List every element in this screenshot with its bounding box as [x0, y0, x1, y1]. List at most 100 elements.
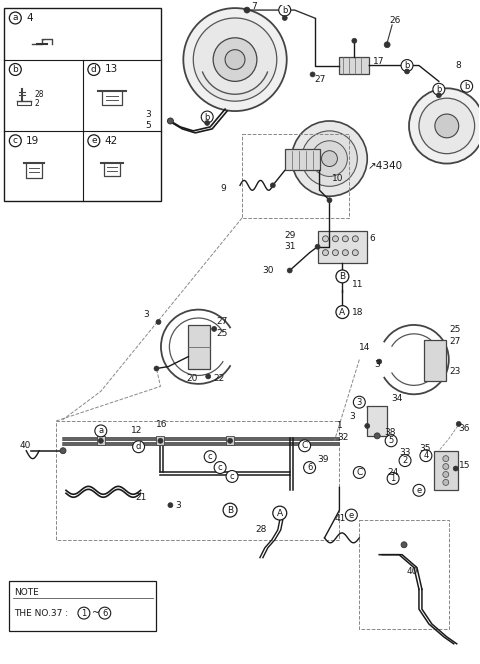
- Text: 33: 33: [399, 448, 410, 457]
- Circle shape: [95, 425, 107, 437]
- Circle shape: [443, 471, 449, 477]
- Circle shape: [273, 506, 287, 520]
- Bar: [226, 436, 234, 445]
- Circle shape: [336, 305, 349, 319]
- Circle shape: [409, 88, 480, 163]
- Circle shape: [353, 396, 365, 408]
- Circle shape: [98, 438, 103, 444]
- Text: 3: 3: [374, 360, 380, 369]
- Bar: [188, 325, 210, 369]
- Circle shape: [132, 441, 144, 453]
- Bar: [285, 149, 320, 171]
- Circle shape: [413, 484, 425, 496]
- Text: 2: 2: [34, 99, 39, 108]
- Circle shape: [78, 607, 90, 619]
- Text: 29: 29: [285, 231, 296, 240]
- Circle shape: [374, 433, 380, 439]
- Bar: [242, 134, 349, 218]
- Circle shape: [435, 114, 459, 138]
- Circle shape: [226, 471, 238, 482]
- Text: 6: 6: [307, 463, 312, 472]
- Text: 4: 4: [423, 451, 429, 460]
- Text: 21: 21: [136, 493, 147, 502]
- Circle shape: [346, 509, 357, 521]
- Circle shape: [156, 319, 161, 325]
- Circle shape: [322, 151, 337, 167]
- Circle shape: [204, 120, 210, 125]
- Text: 27: 27: [216, 317, 228, 327]
- Circle shape: [352, 39, 357, 43]
- Bar: [97, 436, 105, 445]
- Circle shape: [225, 50, 245, 70]
- Text: b: b: [404, 61, 410, 70]
- Text: 13: 13: [105, 64, 118, 74]
- Circle shape: [88, 135, 100, 147]
- Text: 4: 4: [26, 13, 33, 23]
- Circle shape: [206, 374, 211, 379]
- Text: 40: 40: [19, 442, 31, 450]
- Text: 16: 16: [156, 420, 167, 430]
- Text: 14: 14: [360, 343, 371, 352]
- Circle shape: [333, 236, 338, 242]
- Circle shape: [377, 359, 382, 364]
- Text: ↗4340: ↗4340: [367, 161, 402, 171]
- Text: C: C: [301, 442, 308, 450]
- Text: A: A: [339, 307, 346, 317]
- Circle shape: [420, 450, 432, 461]
- Bar: [9, 582, 156, 631]
- Circle shape: [333, 250, 338, 256]
- Circle shape: [214, 461, 226, 473]
- Circle shape: [60, 448, 66, 454]
- Circle shape: [443, 479, 449, 485]
- Circle shape: [401, 542, 407, 548]
- Text: 28: 28: [34, 90, 44, 99]
- Circle shape: [183, 8, 287, 111]
- Text: 24: 24: [387, 468, 398, 477]
- Circle shape: [9, 64, 21, 76]
- Circle shape: [212, 327, 216, 331]
- Text: 17: 17: [373, 57, 385, 66]
- Text: 27: 27: [450, 337, 461, 347]
- Text: 38: 38: [384, 428, 396, 438]
- Circle shape: [201, 111, 213, 123]
- Text: 9: 9: [220, 184, 226, 193]
- Circle shape: [282, 15, 287, 21]
- Text: c: c: [230, 472, 234, 481]
- Text: e: e: [349, 511, 354, 519]
- Circle shape: [9, 135, 21, 147]
- Text: 30: 30: [262, 266, 274, 275]
- Text: e: e: [416, 486, 421, 495]
- Circle shape: [299, 440, 311, 452]
- Circle shape: [436, 93, 441, 98]
- Circle shape: [353, 467, 365, 479]
- Circle shape: [461, 80, 473, 92]
- Text: C: C: [356, 468, 362, 477]
- Circle shape: [399, 455, 411, 467]
- Text: b: b: [282, 5, 288, 15]
- Text: 34: 34: [391, 394, 403, 403]
- Circle shape: [443, 456, 449, 461]
- Bar: [156, 436, 165, 445]
- Circle shape: [168, 118, 173, 124]
- Bar: [56, 421, 339, 540]
- Bar: [339, 56, 369, 74]
- Circle shape: [385, 435, 397, 447]
- Text: 1: 1: [391, 474, 396, 483]
- Text: 41: 41: [335, 513, 346, 523]
- Text: c: c: [218, 463, 222, 472]
- Text: a: a: [98, 426, 103, 436]
- Circle shape: [352, 236, 358, 242]
- Text: 23: 23: [450, 367, 461, 376]
- Text: 19: 19: [26, 135, 39, 146]
- Circle shape: [279, 4, 291, 16]
- Circle shape: [154, 366, 159, 371]
- Circle shape: [323, 236, 328, 242]
- Text: c: c: [13, 136, 18, 145]
- Circle shape: [287, 268, 292, 273]
- Text: d: d: [91, 65, 97, 74]
- Circle shape: [310, 72, 315, 77]
- Text: ~: ~: [92, 608, 100, 618]
- Circle shape: [384, 42, 390, 48]
- Bar: [360, 520, 449, 629]
- Text: a: a: [12, 13, 18, 23]
